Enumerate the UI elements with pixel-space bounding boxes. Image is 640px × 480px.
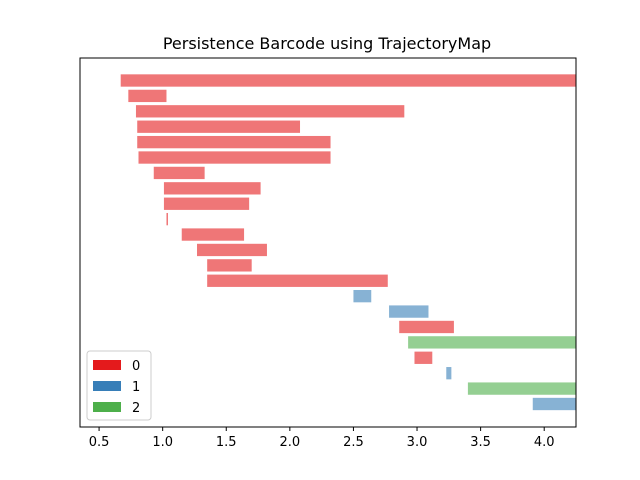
x-tick-label: 2.0 — [280, 435, 301, 450]
barcode-bar-dim0 — [137, 120, 301, 133]
x-tick-label: 1.0 — [152, 435, 173, 450]
barcode-bar-dim1 — [389, 305, 429, 318]
x-tick-label: 1.5 — [216, 435, 237, 450]
bars-layer — [120, 74, 576, 411]
legend-swatch — [93, 402, 121, 412]
barcode-bar-dim0 — [120, 74, 576, 87]
plot-frame — [79, 57, 577, 428]
barcode-bar-dim1 — [353, 290, 372, 303]
barcode-bar-dim0 — [207, 259, 252, 272]
barcode-bar-dim0 — [197, 243, 267, 257]
barcode-bar-dim1 — [446, 367, 452, 380]
barcode-bar-dim0 — [138, 151, 331, 164]
x-axis: 0.5 1.0 1.5 2.0 2.5 3.0 3.5 4.0 — [89, 427, 555, 450]
legend-label: 2 — [132, 401, 140, 416]
barcode-bar-dim0 — [181, 228, 245, 241]
x-tick-label: 2.5 — [343, 435, 364, 450]
chart-title: Persistence Barcode using TrajectoryMap — [163, 34, 491, 53]
barcode-bar-dim0 — [163, 197, 250, 210]
barcode-bar-dim0 — [414, 351, 433, 364]
x-tick-label: 3.5 — [470, 435, 491, 450]
barcode-bar-dim0 — [166, 212, 168, 226]
barcode-bar-dim0 — [399, 320, 454, 334]
legend-swatch — [93, 381, 121, 391]
legend: 0 1 2 — [86, 350, 152, 421]
barcode-bar-dim0 — [207, 274, 388, 287]
barcode-bar-dim0 — [128, 89, 167, 103]
barcode-bar-dim0 — [153, 166, 205, 180]
barcode-bar-dim0 — [135, 105, 405, 118]
legend-label: 0 — [132, 359, 140, 374]
barcode-bar-dim0 — [163, 182, 261, 195]
barcode-bar-dim2 — [467, 382, 576, 395]
barcode-bar-dim2 — [408, 336, 576, 349]
legend-label: 1 — [132, 380, 140, 395]
barcode-bar-dim1 — [532, 397, 576, 411]
legend-swatch — [93, 360, 121, 370]
barcode-bar-dim0 — [137, 135, 331, 149]
x-tick-label: 4.0 — [534, 435, 555, 450]
x-tick-label: 0.5 — [89, 435, 110, 450]
x-tick-label: 3.0 — [407, 435, 428, 450]
